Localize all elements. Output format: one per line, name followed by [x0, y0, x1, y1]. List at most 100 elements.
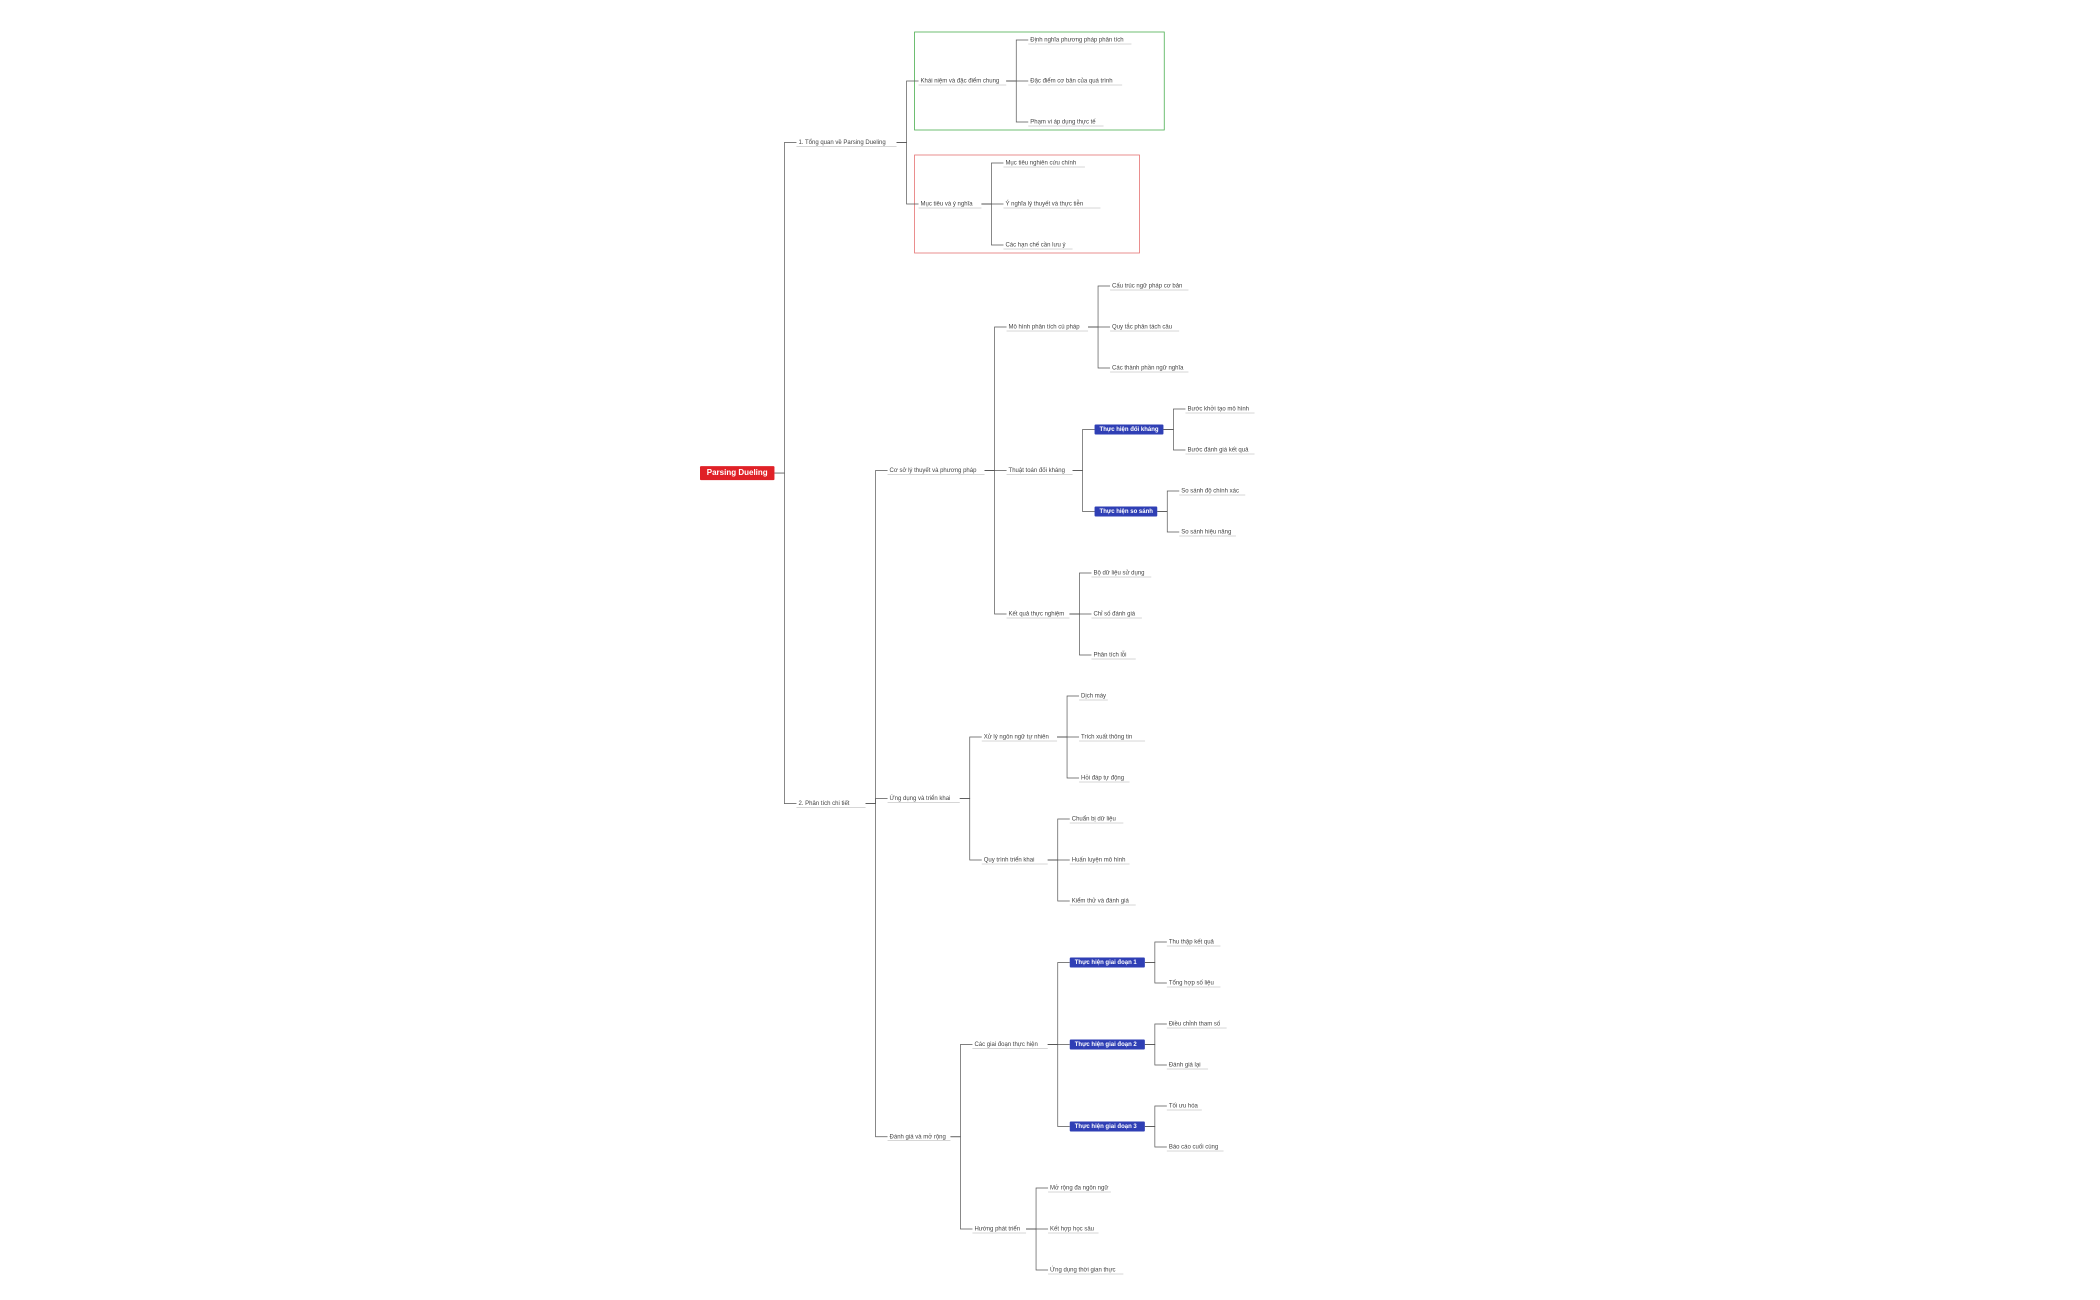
node-label: Cấu trúc ngữ pháp cơ bản — [1112, 284, 1182, 290]
connector — [1072, 470, 1095, 512]
connector — [896, 142, 919, 205]
connector — [1006, 39, 1029, 82]
node-label: Phạm vi áp dụng thực tế — [1030, 120, 1096, 126]
connector — [1069, 613, 1092, 656]
connector — [1163, 408, 1186, 430]
connector — [959, 798, 982, 861]
node-label: Mục tiêu nghiên cứu chính — [1005, 161, 1076, 167]
connector — [1088, 285, 1111, 328]
node-label: Thực hiện so sánh — [1100, 509, 1154, 515]
node-label: Thu thập kết quả — [1169, 940, 1215, 946]
highlight-box — [1069, 1121, 1145, 1132]
connectors — [774, 39, 1186, 1271]
node-label: 2. Phân tích chi tiết — [798, 801, 849, 807]
connector — [865, 470, 888, 804]
node-label: So sánh độ chính xác — [1181, 489, 1239, 495]
connector — [1144, 1023, 1167, 1045]
root-label: Parsing Dueling — [707, 468, 768, 477]
node-label: Điều chỉnh tham số — [1169, 1021, 1221, 1028]
connector — [774, 142, 797, 474]
connector — [1144, 1105, 1167, 1127]
node-label: Ý nghĩa lý thuyết và thực tiễn — [1005, 201, 1083, 208]
node-label: 1. Tổng quan về Parsing Dueling — [798, 139, 885, 146]
connector — [1157, 490, 1180, 512]
node-label: Báo cáo cuối cùng — [1169, 1145, 1218, 1151]
node-label: Huấn luyện mô hình — [1072, 858, 1126, 864]
node-label: Các hạn chế cần lưu ý — [1005, 243, 1065, 249]
connector — [984, 326, 1007, 471]
node-label: Bước khởi tạo mô hình — [1187, 406, 1249, 413]
node-label: Thuật toán đối kháng — [1009, 468, 1065, 474]
node-label: Đặc điểm cơ bản của quá trình — [1030, 78, 1112, 85]
connector — [1047, 962, 1070, 1045]
node-label: Khái niệm và đặc điểm chung — [921, 78, 1000, 85]
node-label: Thực hiện giai đoạn 1 — [1075, 960, 1138, 966]
node-label: Thực hiện đối kháng — [1100, 426, 1159, 433]
node-label: Mô hình phân tích cú pháp — [1009, 325, 1081, 331]
connector — [1144, 1044, 1167, 1066]
connector — [1144, 1126, 1167, 1148]
node-label: Các giai đoạn thực hiện — [974, 1042, 1037, 1048]
node-label: Tổng hợp số liệu — [1169, 980, 1214, 987]
connector — [1144, 962, 1167, 984]
frames — [914, 31, 1165, 254]
node-label: Kiểm thử và đánh giá — [1072, 898, 1130, 905]
node-label: Phân tích lỗi — [1093, 652, 1126, 659]
node-label: Dịch máy — [1081, 694, 1106, 700]
connector — [1057, 695, 1080, 738]
node-label: Chỉ số đánh giá — [1093, 611, 1135, 618]
connector — [1144, 941, 1167, 963]
connector — [1006, 80, 1029, 123]
connector — [1088, 326, 1111, 369]
connector — [950, 1136, 973, 1230]
node-label: Cơ sở lý thuyết và phương pháp — [890, 467, 978, 474]
highlight-box — [1069, 1039, 1145, 1050]
connector — [865, 798, 888, 804]
node-label: Kết quả thực nghiệm — [1009, 612, 1065, 618]
node-label: Hỏi đáp tự động — [1081, 775, 1124, 782]
node-label: Bộ dữ liệu sử dụng — [1093, 570, 1144, 577]
connector — [1047, 818, 1070, 861]
connector — [774, 472, 797, 804]
nodes: Định nghĩa phương pháp phân tích Đặc điểm… — [700, 38, 1255, 1275]
highlight-box — [1069, 957, 1145, 968]
connector — [896, 80, 919, 143]
connector — [1057, 736, 1080, 779]
node-label: Hướng phát triển — [974, 1226, 1020, 1233]
connector — [959, 736, 982, 799]
connector — [1157, 511, 1180, 533]
connector — [1047, 859, 1070, 902]
node-label: Kết hợp học sâu — [1050, 1227, 1094, 1233]
node-label: Định nghĩa phương pháp phân tích — [1030, 38, 1123, 44]
node-label: Mục tiêu và ý nghĩa — [921, 202, 974, 208]
connector — [1026, 1187, 1049, 1230]
highlight-box — [1094, 424, 1164, 435]
node-label: Xử lý ngôn ngữ tự nhiên — [984, 734, 1049, 741]
connector — [1026, 1228, 1049, 1271]
node-label: Chuẩn bị dữ liệu — [1072, 816, 1116, 823]
node-label: Các thành phần ngữ nghĩa — [1112, 366, 1184, 372]
connector — [984, 470, 1007, 615]
connector — [1163, 429, 1186, 451]
node-label: Ứng dụng thời gian thực — [1050, 1267, 1115, 1274]
node-label: Ứng dụng và triển khai — [890, 795, 951, 802]
root-box — [700, 466, 775, 481]
node-label: Tối ưu hóa — [1169, 1104, 1199, 1110]
connector — [981, 203, 1004, 246]
node-label: Mở rộng đa ngôn ngữ — [1050, 1185, 1108, 1192]
node-label: Đánh giá lại — [1169, 1063, 1201, 1069]
node-label: So sánh hiệu năng — [1181, 530, 1231, 536]
node-label: Trích xuất thông tin — [1081, 735, 1132, 741]
connector — [1069, 572, 1092, 615]
node-label: Bước đánh giá kết quả — [1187, 448, 1249, 454]
node-label: Thực hiện giai đoạn 3 — [1075, 1124, 1138, 1130]
connector — [865, 803, 888, 1138]
highlight-box — [1094, 506, 1158, 517]
connector — [1072, 429, 1095, 471]
node-label: Đánh giá và mở rộng — [890, 1133, 946, 1140]
connector — [950, 1044, 973, 1138]
node-label: Quy trình triển khai — [984, 857, 1035, 864]
connector — [981, 162, 1004, 205]
connector — [1047, 1044, 1070, 1127]
